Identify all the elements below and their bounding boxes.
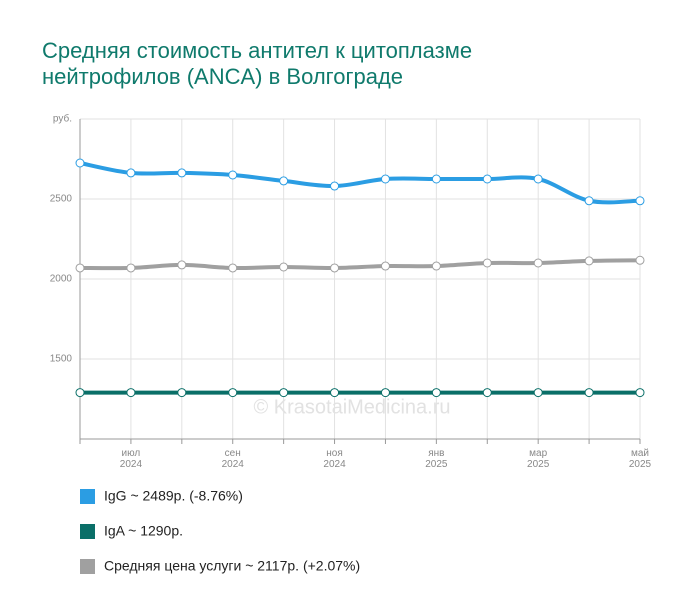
x-tick-label: май 2025: [629, 448, 652, 470]
point: [177, 260, 187, 270]
point: [482, 388, 492, 398]
point: [635, 255, 645, 265]
point: [431, 388, 441, 398]
point: [126, 263, 136, 273]
y-tick-label: руб.: [53, 113, 72, 125]
point: [279, 262, 289, 272]
point: [431, 261, 441, 271]
point: [75, 263, 85, 273]
point: [279, 176, 289, 186]
point: [635, 196, 645, 206]
legend-swatch: [80, 524, 95, 539]
point: [482, 258, 492, 268]
x-tick-label: мар 2025: [527, 448, 550, 470]
point: [228, 263, 238, 273]
point: [177, 388, 187, 398]
point: [380, 388, 390, 398]
legend-swatch: [80, 559, 95, 574]
legend-label: Средняя цена услуги ~ 2117р. (+2.07%): [104, 558, 360, 574]
point: [279, 388, 289, 398]
x-tick-label: янв 2025: [425, 448, 448, 470]
point: [126, 168, 136, 178]
series-line: [79, 161, 641, 205]
point: [380, 174, 390, 184]
y-tick-label: 1500: [50, 354, 73, 365]
point: [75, 158, 85, 168]
chart-title: Средняя стоимость антител к цитоплазме не…: [42, 38, 472, 89]
point: [330, 263, 340, 273]
point: [177, 168, 187, 178]
point: [380, 261, 390, 271]
point: [635, 388, 645, 398]
point: [482, 174, 492, 184]
point: [75, 388, 85, 398]
x-tick-label: ноя 2024: [323, 448, 346, 470]
point: [533, 258, 543, 268]
legend-label: IgG ~ 2489р. (-8.76%): [104, 488, 243, 504]
point: [584, 388, 594, 398]
legend-label: IgA ~ 1290р.: [104, 523, 183, 539]
point: [533, 388, 543, 398]
point: [228, 388, 238, 398]
y-tick-label: 2000: [50, 274, 73, 285]
legend-swatch: [80, 489, 95, 504]
series-line: [79, 258, 641, 271]
point: [431, 174, 441, 184]
point: [584, 256, 594, 266]
point: [330, 388, 340, 398]
point: [330, 181, 340, 191]
x-tick-label: июл 2024: [120, 448, 143, 470]
point: [584, 196, 594, 206]
point: [533, 174, 543, 184]
y-tick-label: 2500: [50, 194, 73, 205]
point: [126, 388, 136, 398]
x-tick-label: сен 2024: [222, 448, 245, 470]
watermark: © KrasotaiMedicina.ru: [253, 396, 450, 418]
point: [228, 170, 238, 180]
